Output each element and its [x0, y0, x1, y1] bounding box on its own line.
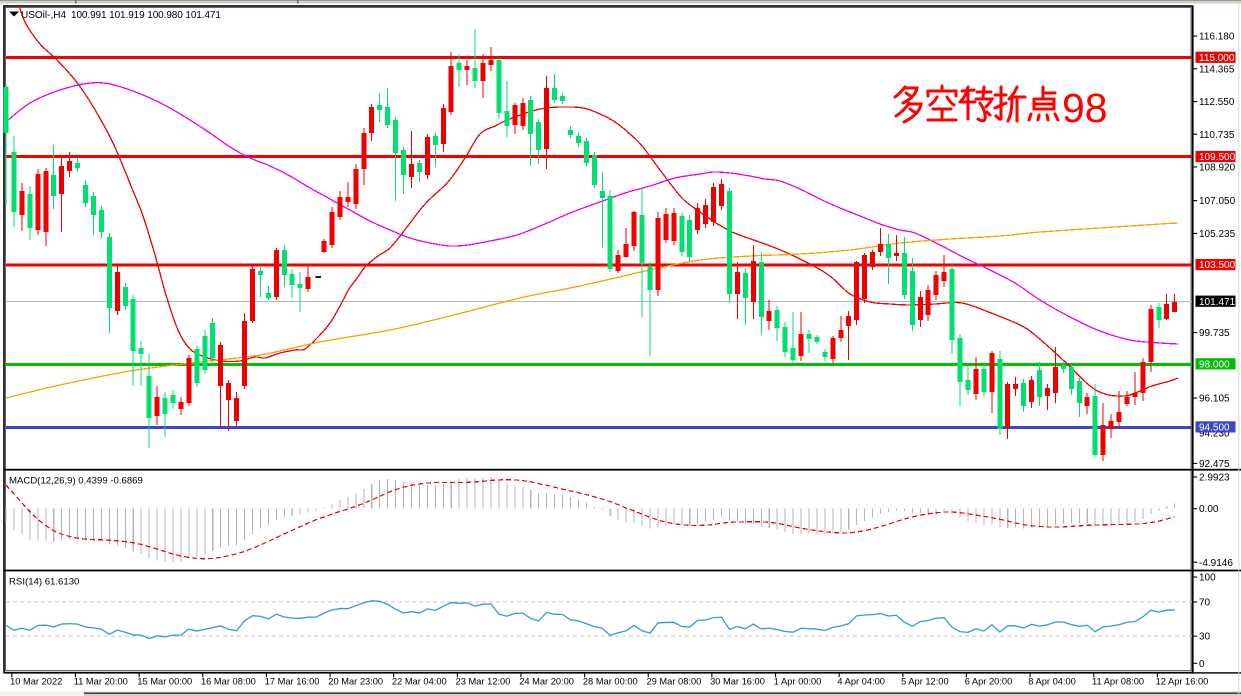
svg-text:17 Mar 16:00: 17 Mar 16:00: [265, 676, 320, 686]
svg-text:108.920: 108.920: [1199, 163, 1236, 174]
svg-text:110.735: 110.735: [1199, 130, 1235, 141]
svg-text:98.000: 98.000: [1199, 359, 1230, 370]
svg-text:8 Apr 04:00: 8 Apr 04:00: [1028, 676, 1076, 686]
svg-text:98: 98: [1062, 85, 1108, 131]
svg-text:24 Mar 20:00: 24 Mar 20:00: [519, 676, 574, 686]
svg-text:MACD(12,26,9) 0.4399 -0.6869: MACD(12,26,9) 0.4399 -0.6869: [9, 476, 143, 487]
svg-text:99.735: 99.735: [1199, 328, 1230, 339]
svg-text:11 Apr 08:00: 11 Apr 08:00: [1092, 676, 1144, 686]
svg-text:103.500: 103.500: [1199, 260, 1236, 271]
svg-text:92.475: 92.475: [1199, 459, 1230, 470]
svg-text:23 Mar 12:00: 23 Mar 12:00: [456, 676, 511, 686]
svg-text:0: 0: [1199, 659, 1205, 670]
svg-text:16 Mar 08:00: 16 Mar 08:00: [201, 676, 256, 686]
svg-text:4 Apr 04:00: 4 Apr 04:00: [837, 676, 885, 686]
svg-text:105.235: 105.235: [1199, 229, 1236, 240]
svg-text:28 Mar 00:00: 28 Mar 00:00: [583, 676, 638, 686]
svg-text:116.180: 116.180: [1199, 32, 1235, 43]
svg-text:96.105: 96.105: [1199, 394, 1230, 405]
svg-text:20 Mar 23:00: 20 Mar 23:00: [328, 676, 383, 686]
svg-text:101.471: 101.471: [1199, 297, 1236, 308]
svg-text:100.991 101.919 100.980 101.47: 100.991 101.919 100.980 101.471: [71, 10, 221, 21]
svg-text:5 Apr 12:00: 5 Apr 12:00: [901, 676, 949, 686]
svg-text:100: 100: [1199, 573, 1216, 584]
svg-text:1 Apr 00:00: 1 Apr 00:00: [774, 676, 822, 686]
svg-text:15 Mar 00:00: 15 Mar 00:00: [137, 676, 192, 686]
svg-text:12 Apr 16:00: 12 Apr 16:00: [1156, 676, 1209, 686]
svg-text:107.050: 107.050: [1199, 196, 1236, 207]
svg-text:29 Mar 08:00: 29 Mar 08:00: [647, 676, 702, 686]
svg-text:2.9923: 2.9923: [1199, 473, 1230, 484]
svg-text:94.500: 94.500: [1199, 423, 1230, 434]
svg-text:0.00: 0.00: [1199, 504, 1219, 515]
svg-text:USOil-,H4: USOil-,H4: [21, 10, 66, 21]
svg-text:30 Mar 16:00: 30 Mar 16:00: [710, 676, 765, 686]
svg-text:112.550: 112.550: [1199, 97, 1235, 108]
svg-text:RSI(14) 61.6130: RSI(14) 61.6130: [9, 577, 79, 588]
svg-text:115.000: 115.000: [1199, 53, 1235, 64]
svg-text:114.365: 114.365: [1199, 64, 1235, 75]
svg-text:10 Mar 2022: 10 Mar 2022: [10, 676, 62, 686]
svg-text:30: 30: [1199, 632, 1211, 643]
svg-text:94.230: 94.230: [1199, 429, 1230, 440]
svg-text:6 Apr 20:00: 6 Apr 20:00: [965, 676, 1013, 686]
svg-text:22 Mar 04:00: 22 Mar 04:00: [392, 676, 447, 686]
svg-text:70: 70: [1199, 598, 1211, 609]
svg-text:-4.9146: -4.9146: [1199, 558, 1233, 569]
svg-text:11 Mar 20:00: 11 Mar 20:00: [74, 676, 128, 686]
svg-text:109.500: 109.500: [1199, 152, 1236, 163]
